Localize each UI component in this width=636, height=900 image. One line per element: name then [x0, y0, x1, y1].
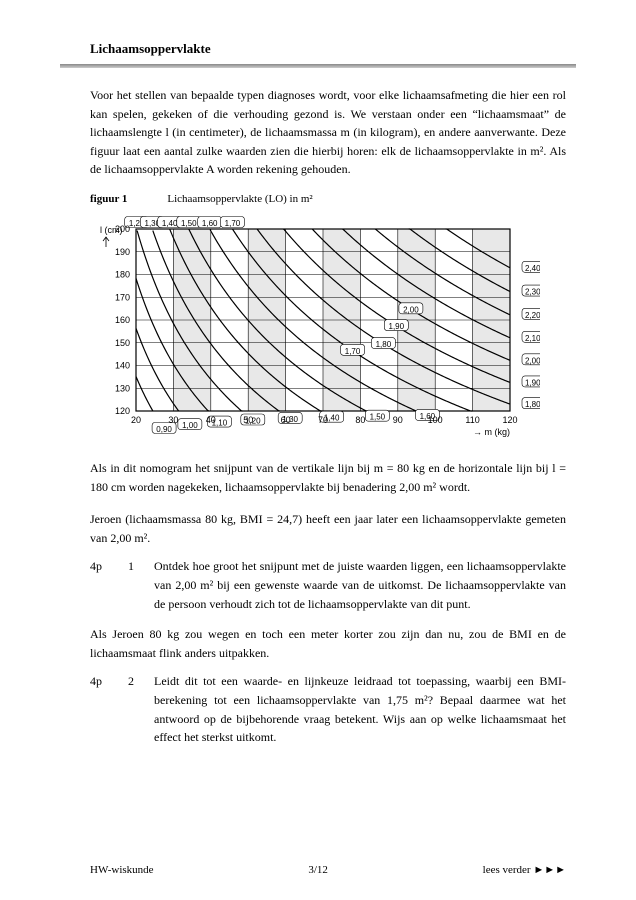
svg-text:100: 100	[428, 415, 443, 425]
svg-text:160: 160	[115, 315, 130, 325]
svg-text:0,90: 0,90	[156, 425, 172, 434]
svg-text:60: 60	[281, 415, 291, 425]
svg-text:130: 130	[115, 383, 130, 393]
svg-text:80: 80	[355, 415, 365, 425]
page-footer: HW-wiskunde 3/12 lees verder ►►►	[0, 864, 636, 876]
nomogram-chart: 0,901,001,101,201,201,301,301,401,401,50…	[90, 211, 566, 441]
svg-text:30: 30	[168, 415, 178, 425]
svg-text:2,00: 2,00	[403, 305, 419, 314]
svg-text:2,10: 2,10	[525, 334, 540, 343]
footer-right: lees verder ►►►	[483, 864, 566, 876]
svg-text:1,60: 1,60	[202, 219, 218, 228]
svg-text:40: 40	[206, 415, 216, 425]
intro-paragraph: Voor het stellen van bepaalde typen diag…	[90, 86, 566, 179]
svg-text:2,30: 2,30	[525, 287, 540, 296]
q1-label: 1	[128, 557, 142, 613]
svg-text:90: 90	[393, 415, 403, 425]
svg-text:120: 120	[502, 415, 517, 425]
svg-text:150: 150	[115, 338, 130, 348]
q2-label: 2	[128, 672, 142, 746]
svg-text:1,90: 1,90	[389, 322, 405, 331]
q2-points: 4p	[90, 672, 116, 746]
question-2: 4p 2 Leidt dit tot een waarde- en lijnke…	[90, 672, 566, 746]
q1-points: 4p	[90, 557, 116, 613]
footer-center: 3/12	[308, 864, 328, 876]
svg-text:2,40: 2,40	[525, 264, 540, 273]
question-1: 4p 1 Ontdek hoe groot het snijpunt met d…	[90, 557, 566, 613]
figure-caption: figuur 1Lichaamsoppervlakte (LO) in m²	[90, 193, 566, 205]
svg-text:l (cm): l (cm)	[100, 225, 123, 235]
svg-text:1,70: 1,70	[345, 347, 361, 356]
jeroen-intro: Jeroen (lichaamsmassa 80 kg, BMI = 24,7)…	[90, 510, 566, 547]
svg-text:110: 110	[465, 415, 479, 425]
svg-text:170: 170	[115, 292, 130, 302]
svg-text:1,50: 1,50	[370, 413, 386, 422]
header-rule	[60, 64, 576, 68]
svg-text:1,00: 1,00	[182, 421, 198, 430]
svg-text:180: 180	[115, 269, 130, 279]
svg-text:→ m (kg): → m (kg)	[473, 427, 510, 437]
page-title: Lichaamsoppervlakte	[90, 41, 211, 56]
svg-text:1,80: 1,80	[376, 340, 392, 349]
svg-text:2,00: 2,00	[525, 356, 540, 365]
q2-text: Leidt dit tot een waarde- en lijnkeuze l…	[154, 672, 566, 746]
svg-text:1,90: 1,90	[525, 378, 540, 387]
footer-left: HW-wiskunde	[90, 864, 154, 876]
svg-text:1,70: 1,70	[225, 219, 241, 228]
q1-text: Ontdek hoe groot het snijpunt met de jui…	[154, 557, 566, 613]
svg-text:140: 140	[115, 360, 130, 370]
after-chart-paragraph: Als in dit nomogram het snijpunt van de …	[90, 459, 566, 496]
svg-text:1,80: 1,80	[525, 400, 540, 409]
isa-intro: Als Jeroen 80 kg zou wegen en toch een m…	[90, 625, 566, 662]
svg-text:1,50: 1,50	[181, 219, 197, 228]
svg-text:2,20: 2,20	[525, 311, 540, 320]
svg-text:190: 190	[115, 247, 130, 257]
svg-text:50: 50	[243, 415, 253, 425]
svg-text:120: 120	[115, 406, 130, 416]
svg-text:70: 70	[318, 415, 328, 425]
svg-text:1,40: 1,40	[162, 219, 178, 228]
svg-text:20: 20	[131, 415, 141, 425]
